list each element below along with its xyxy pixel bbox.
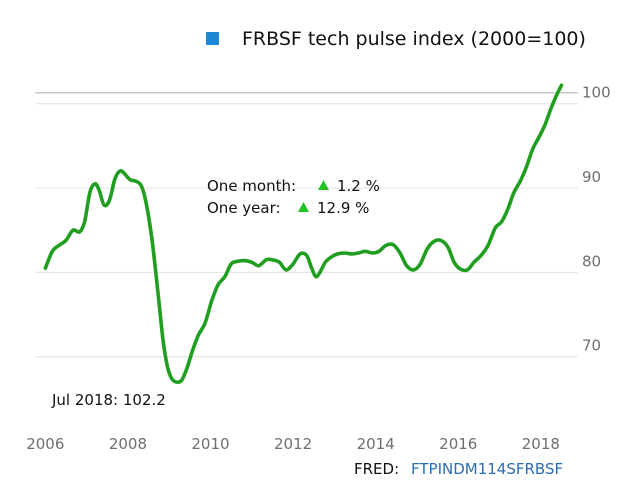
- y-tick-label: 100: [582, 84, 611, 102]
- legend: FRBSF tech pulse index (2000=100): [206, 28, 586, 50]
- x-tick-label: 2014: [357, 435, 395, 453]
- x-tick-label: 2012: [274, 435, 312, 453]
- one-month-label: One month:: [207, 177, 296, 195]
- y-axis-ticks: 70 80 90 100: [582, 84, 611, 355]
- gridlines: [35, 103, 578, 358]
- y-tick-label: 90: [582, 168, 601, 186]
- one-month-value: 1.2 %: [337, 177, 380, 195]
- x-tick-label: 2006: [26, 435, 64, 453]
- legend-label: FRBSF tech pulse index (2000=100): [242, 28, 586, 50]
- series-line: [43, 83, 564, 385]
- one-year-up-arrow-icon: [298, 202, 309, 212]
- y-tick-label: 70: [582, 337, 601, 355]
- x-tick-label: 2010: [191, 435, 229, 453]
- x-axis-ticks: 2006 2008 2010 2012 2014 2016 2018: [26, 435, 560, 453]
- legend-marker: [206, 32, 219, 45]
- change-annotation: One month: 1.2 % One year: 12.9 %: [207, 177, 380, 217]
- y-tick-label: 80: [582, 252, 601, 270]
- source-prefix: FRED:: [354, 460, 399, 478]
- one-year-value: 12.9 %: [317, 199, 369, 217]
- one-year-label: One year:: [207, 199, 281, 217]
- source-attribution: FRED: FTPINDM114SFRBSF: [354, 460, 563, 478]
- x-tick-label: 2018: [522, 435, 560, 453]
- source-series-link[interactable]: FTPINDM114SFRBSF: [411, 460, 563, 478]
- one-month-up-arrow-icon: [318, 180, 329, 190]
- x-tick-label: 2008: [109, 435, 147, 453]
- x-tick-label: 2016: [439, 435, 477, 453]
- latest-value-label: Jul 2018: 102.2: [51, 391, 166, 409]
